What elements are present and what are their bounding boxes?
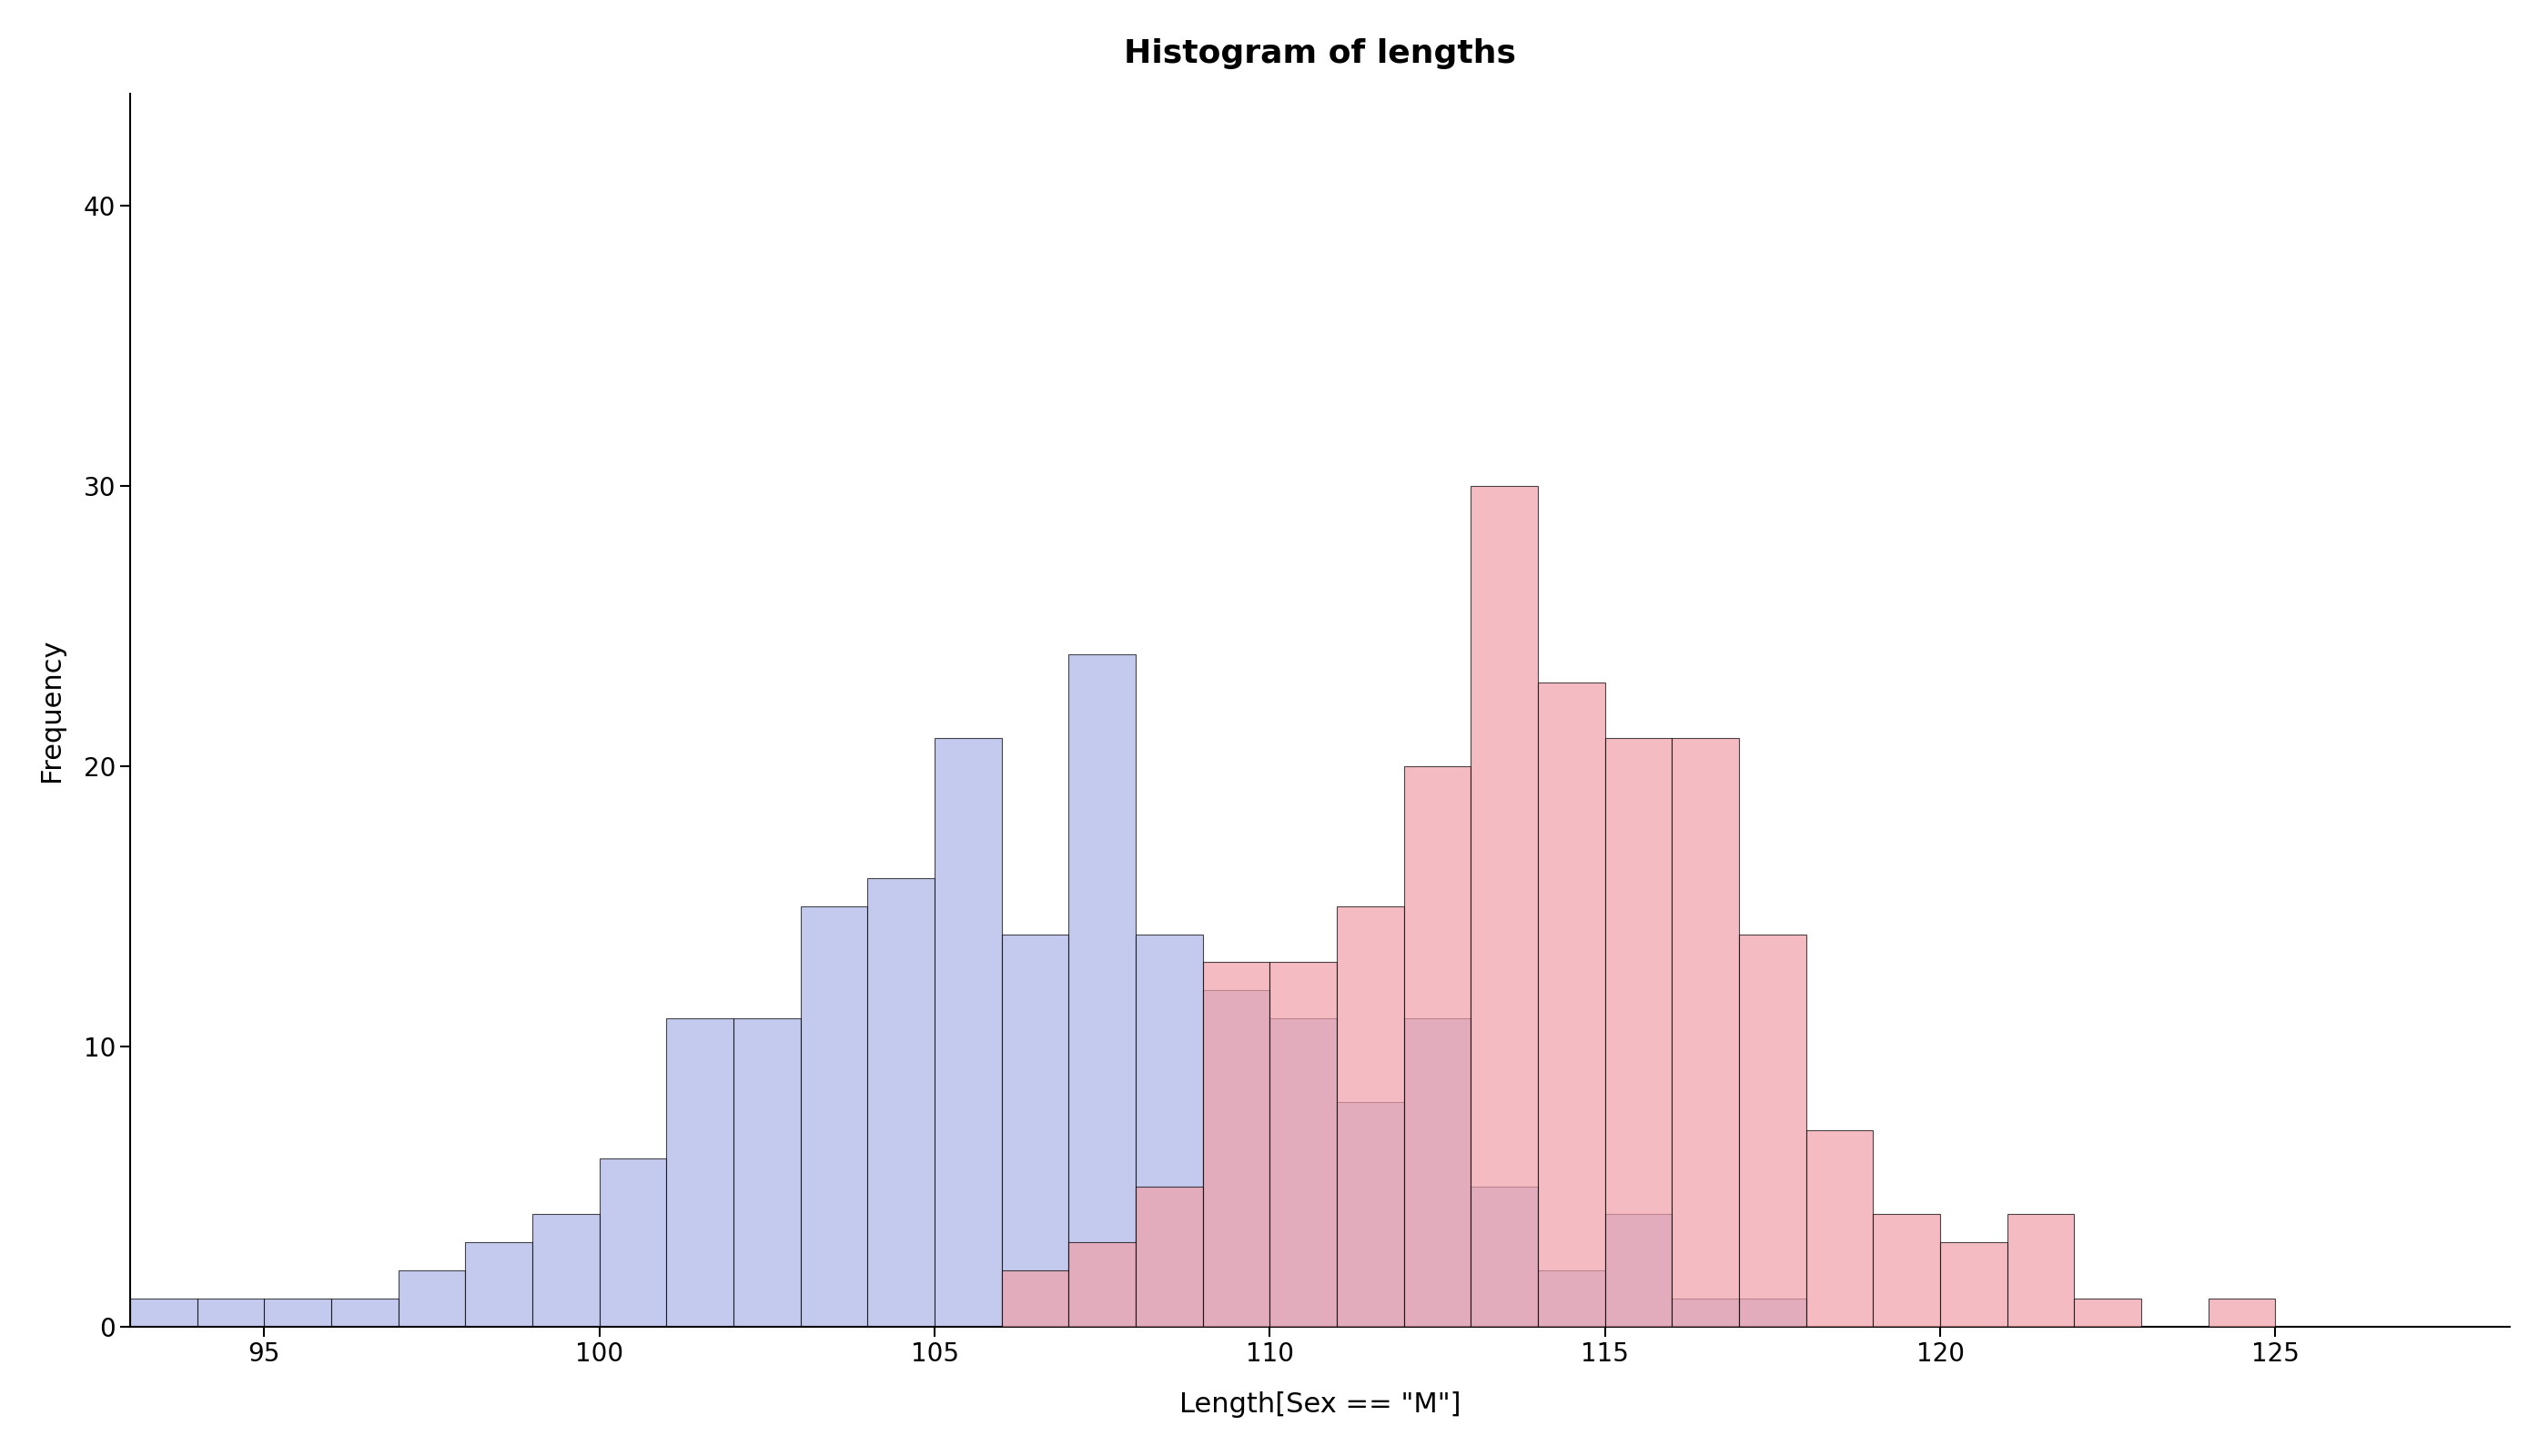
Bar	[1001, 1271, 1068, 1326]
Bar	[1873, 1214, 1939, 1326]
Bar	[1539, 1271, 1605, 1326]
Bar	[1136, 1187, 1203, 1326]
Bar	[1671, 738, 1740, 1326]
X-axis label: Length[Sex == "M"]: Length[Sex == "M"]	[1180, 1392, 1460, 1418]
Bar	[1939, 1242, 2008, 1326]
Bar	[935, 738, 1001, 1326]
Bar	[196, 1299, 265, 1326]
Bar	[2008, 1214, 2074, 1326]
Bar	[533, 1214, 599, 1326]
Bar	[1269, 962, 1338, 1326]
Bar	[734, 1018, 800, 1326]
Bar	[1740, 1299, 1807, 1326]
Bar	[1338, 906, 1404, 1326]
Bar	[1203, 962, 1269, 1326]
Bar	[668, 1018, 734, 1326]
Bar	[1605, 1214, 1671, 1326]
Bar	[1671, 1299, 1740, 1326]
Bar	[1338, 1102, 1404, 1326]
Bar	[1470, 1187, 1539, 1326]
Bar	[599, 1159, 668, 1326]
Bar	[1539, 683, 1605, 1326]
Bar	[397, 1271, 466, 1326]
Bar	[1807, 1130, 1873, 1326]
Bar	[1068, 654, 1136, 1326]
Bar	[1269, 1018, 1338, 1326]
Bar	[265, 1299, 331, 1326]
Bar	[1740, 935, 1807, 1326]
Bar	[866, 878, 935, 1326]
Bar	[1001, 935, 1068, 1326]
Bar	[331, 1299, 397, 1326]
Y-axis label: Frequency: Frequency	[38, 639, 64, 782]
Bar	[1203, 990, 1269, 1326]
Bar	[1404, 1018, 1470, 1326]
Bar	[2074, 1299, 2140, 1326]
Bar	[1605, 738, 1671, 1326]
Title: Histogram of lengths: Histogram of lengths	[1124, 38, 1516, 68]
Bar	[1068, 1242, 1136, 1326]
Bar	[1470, 486, 1539, 1326]
Bar	[466, 1242, 533, 1326]
Bar	[1136, 935, 1203, 1326]
Bar	[130, 1299, 196, 1326]
Bar	[800, 906, 866, 1326]
Bar	[1404, 766, 1470, 1326]
Bar	[2209, 1299, 2275, 1326]
